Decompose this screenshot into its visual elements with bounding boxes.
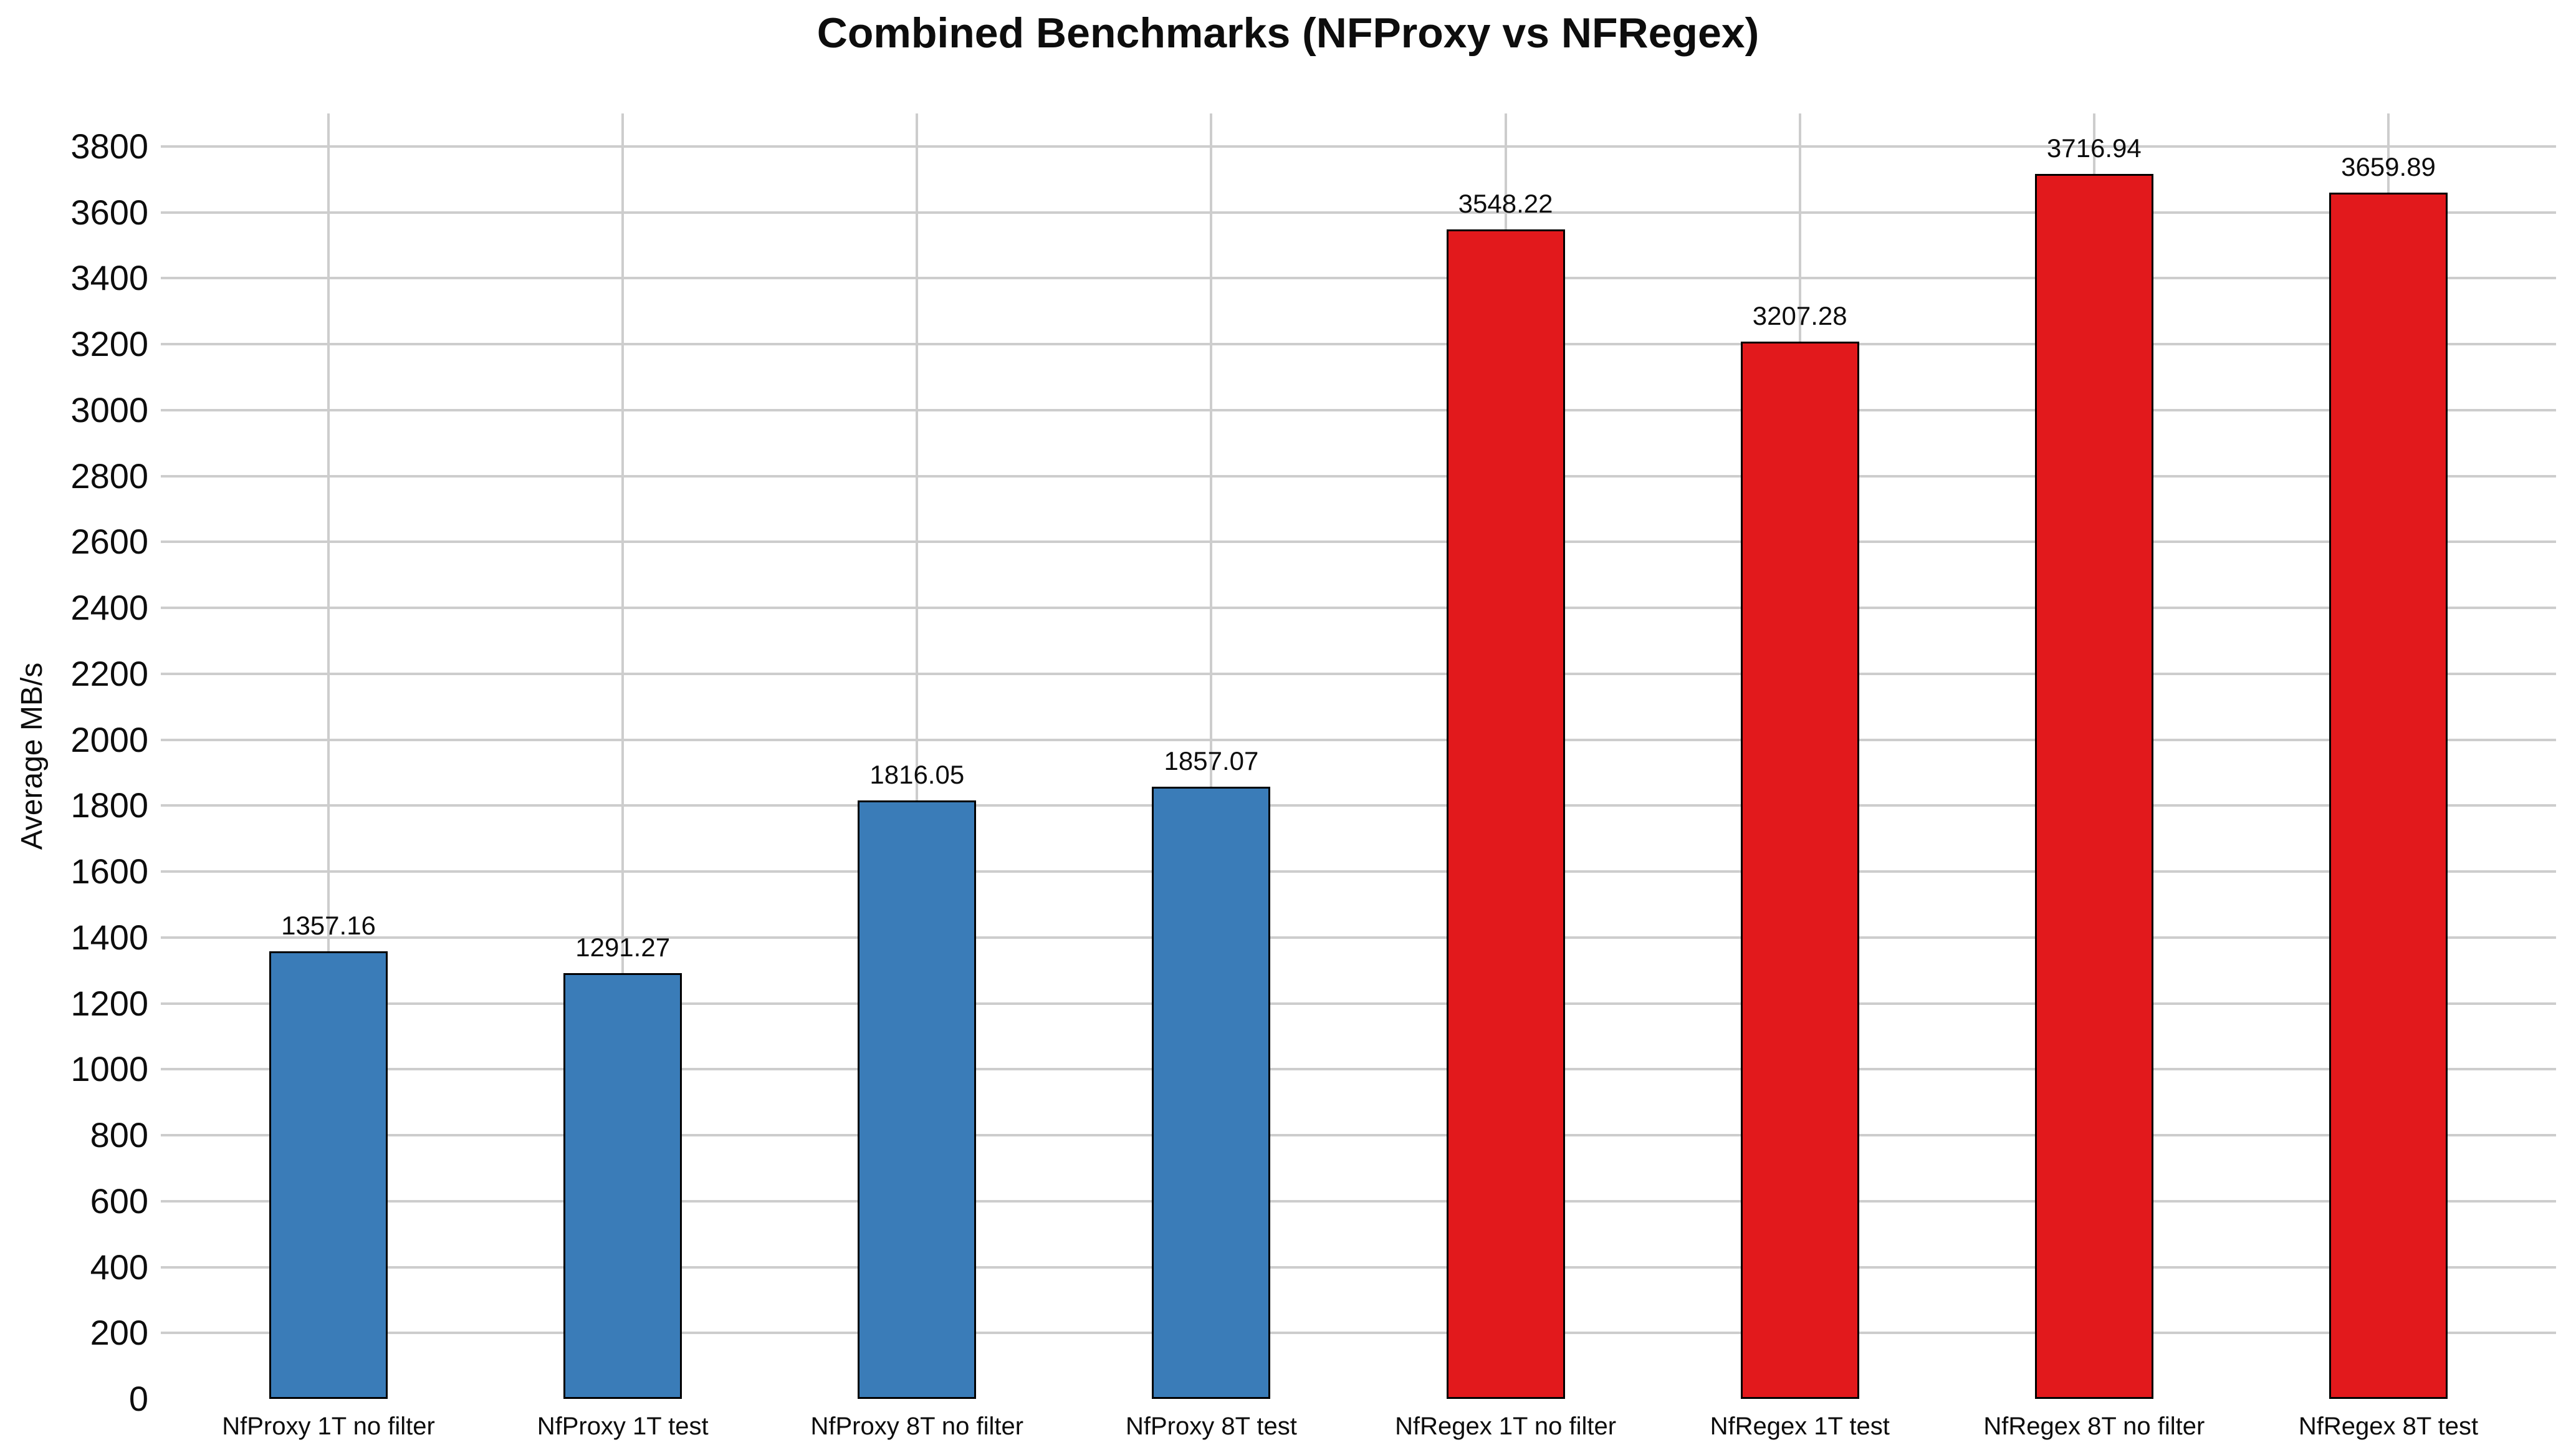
y-tick-label: 3200 bbox=[70, 324, 148, 364]
y-tick-label: 1000 bbox=[70, 1049, 148, 1089]
x-tick-label: NfRegex 1T test bbox=[1710, 1413, 1890, 1440]
y-gridline bbox=[161, 1199, 2556, 1203]
y-tick-label: 1600 bbox=[70, 852, 148, 891]
bar-value-label: 1816.05 bbox=[869, 759, 965, 789]
x-tick-label: NfProxy 1T test bbox=[537, 1413, 709, 1440]
y-tick-label: 2800 bbox=[70, 456, 148, 496]
y-gridline bbox=[161, 343, 2556, 346]
y-gridline bbox=[161, 408, 2556, 411]
y-tick-label: 400 bbox=[90, 1247, 148, 1287]
y-gridline bbox=[161, 474, 2556, 478]
x-tick-label: NfRegex 1T no filter bbox=[1395, 1413, 1617, 1440]
y-tick-label: 1800 bbox=[70, 785, 148, 825]
y-gridline bbox=[161, 1332, 2556, 1335]
y-tick-label: 600 bbox=[90, 1181, 148, 1221]
y-tick-label: 3800 bbox=[70, 126, 148, 166]
y-gridline bbox=[161, 211, 2556, 214]
bar-nfproxy-8t-no-filter bbox=[858, 800, 977, 1399]
y-gridline bbox=[161, 607, 2556, 610]
x-tick-label: NfRegex 8T test bbox=[2298, 1413, 2479, 1440]
y-tick-label: 2000 bbox=[70, 719, 148, 759]
y-tick-label: 2200 bbox=[70, 653, 148, 693]
y-tick-label: 1400 bbox=[70, 917, 148, 957]
y-tick-label: 200 bbox=[90, 1313, 148, 1353]
bar-value-label: 1857.07 bbox=[1164, 746, 1259, 776]
bar-nfregex-1t-test bbox=[1740, 342, 1859, 1399]
bar-value-label: 3659.89 bbox=[2341, 151, 2436, 181]
bar-nfregex-8t-test bbox=[2329, 192, 2448, 1399]
chart-title: Combined Benchmarks (NFProxy vs NFRegex) bbox=[816, 9, 1760, 57]
x-gridline bbox=[621, 113, 625, 1399]
y-tick-label: 3600 bbox=[70, 192, 148, 232]
bar-nfregex-1t-no-filter bbox=[1446, 229, 1565, 1399]
y-gridline bbox=[161, 672, 2556, 675]
x-tick-label: NfProxy 8T test bbox=[1125, 1413, 1297, 1440]
y-gridline bbox=[161, 1068, 2556, 1071]
x-tick-label: NfProxy 1T no filter bbox=[222, 1413, 435, 1440]
x-tick-label: NfRegex 8T no filter bbox=[1983, 1413, 2205, 1440]
y-tick-label: 0 bbox=[128, 1379, 148, 1418]
y-tick-label: 1200 bbox=[70, 983, 148, 1023]
bar-value-label: 1291.27 bbox=[575, 933, 671, 963]
plot-area: 1357.16 1291.27 1816.05 1857.07 3548.22 3207.… bbox=[161, 113, 2556, 1399]
x-gridline bbox=[916, 113, 919, 1399]
y-gridline bbox=[161, 870, 2556, 873]
y-gridline bbox=[161, 1002, 2556, 1005]
y-gridline bbox=[161, 540, 2556, 544]
y-tick-label: 3400 bbox=[70, 258, 148, 298]
bar-nfproxy-8t-test bbox=[1152, 787, 1271, 1399]
y-gridline bbox=[161, 936, 2556, 939]
bar-nfregex-8t-no-filter bbox=[2034, 173, 2153, 1399]
x-tick-label: NfProxy 8T no filter bbox=[810, 1413, 1024, 1440]
y-gridline bbox=[161, 804, 2556, 807]
y-gridline bbox=[161, 738, 2556, 741]
y-tick-label: 3000 bbox=[70, 390, 148, 430]
y-gridline bbox=[161, 277, 2556, 280]
y-tick-label: 2400 bbox=[70, 588, 148, 628]
y-gridline bbox=[161, 145, 2556, 148]
bar-nfproxy-1t-test bbox=[563, 973, 682, 1399]
bar-value-label: 1357.16 bbox=[281, 911, 376, 941]
y-tick-label: 2600 bbox=[70, 522, 148, 562]
bar-value-label: 3207.28 bbox=[1752, 301, 1847, 331]
y-tick-label: 800 bbox=[90, 1115, 148, 1155]
x-gridline bbox=[327, 113, 330, 1399]
bar-value-label: 3548.22 bbox=[1458, 189, 1553, 218]
x-gridline bbox=[1210, 113, 1213, 1399]
bar-nfproxy-1t-no-filter bbox=[269, 951, 388, 1399]
y-gridline bbox=[161, 1134, 2556, 1137]
bar-value-label: 3716.94 bbox=[2046, 133, 2142, 163]
y-gridline bbox=[161, 1265, 2556, 1269]
